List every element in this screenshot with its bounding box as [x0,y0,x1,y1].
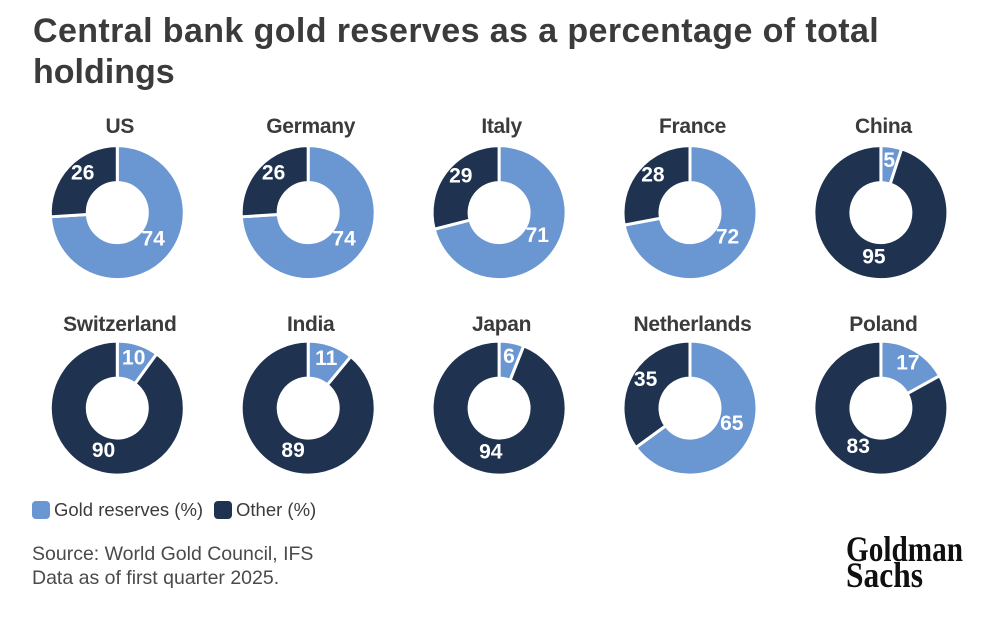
svg-text:72: 72 [716,225,739,248]
svg-text:China: China [855,115,912,138]
svg-text:10: 10 [122,347,145,370]
svg-text:Data as of first quarter 2025.: Data as of first quarter 2025. [32,567,279,589]
svg-text:74: 74 [142,228,166,251]
svg-text:Goldman: Goldman [846,529,963,569]
svg-text:Source: World Gold Council, IF: Source: World Gold Council, IFS [32,543,313,565]
svg-text:Sachs: Sachs [846,555,923,595]
svg-text:29: 29 [449,165,472,188]
svg-text:US: US [106,115,135,138]
svg-text:India: India [287,313,335,336]
svg-text:Poland: Poland [849,313,917,336]
svg-text:5: 5 [883,149,895,172]
svg-text:Netherlands: Netherlands [633,313,751,336]
svg-text:6: 6 [503,345,515,368]
svg-text:Central bank gold reserves as: Central bank gold reserves as a percenta… [33,12,879,50]
svg-text:65: 65 [720,412,744,435]
svg-text:95: 95 [862,245,886,268]
svg-text:89: 89 [281,439,304,462]
svg-text:Italy: Italy [481,115,522,138]
svg-text:11: 11 [315,347,338,370]
svg-text:74: 74 [332,228,356,251]
svg-text:71: 71 [526,224,550,247]
svg-text:holdings: holdings [33,53,175,91]
svg-text:90: 90 [92,439,115,462]
svg-text:Japan: Japan [472,313,531,336]
svg-text:France: France [659,115,726,138]
svg-text:28: 28 [641,164,665,187]
svg-text:Switzerland: Switzerland [63,313,176,336]
svg-text:35: 35 [634,368,658,391]
svg-text:83: 83 [847,435,870,458]
svg-text:Germany: Germany [266,115,356,138]
svg-text:26: 26 [71,161,94,184]
svg-text:Gold reserves (%): Gold reserves (%) [54,499,203,520]
svg-text:17: 17 [896,351,919,374]
svg-text:94: 94 [479,441,503,464]
svg-text:Other (%): Other (%) [236,499,316,520]
svg-text:26: 26 [262,161,285,184]
